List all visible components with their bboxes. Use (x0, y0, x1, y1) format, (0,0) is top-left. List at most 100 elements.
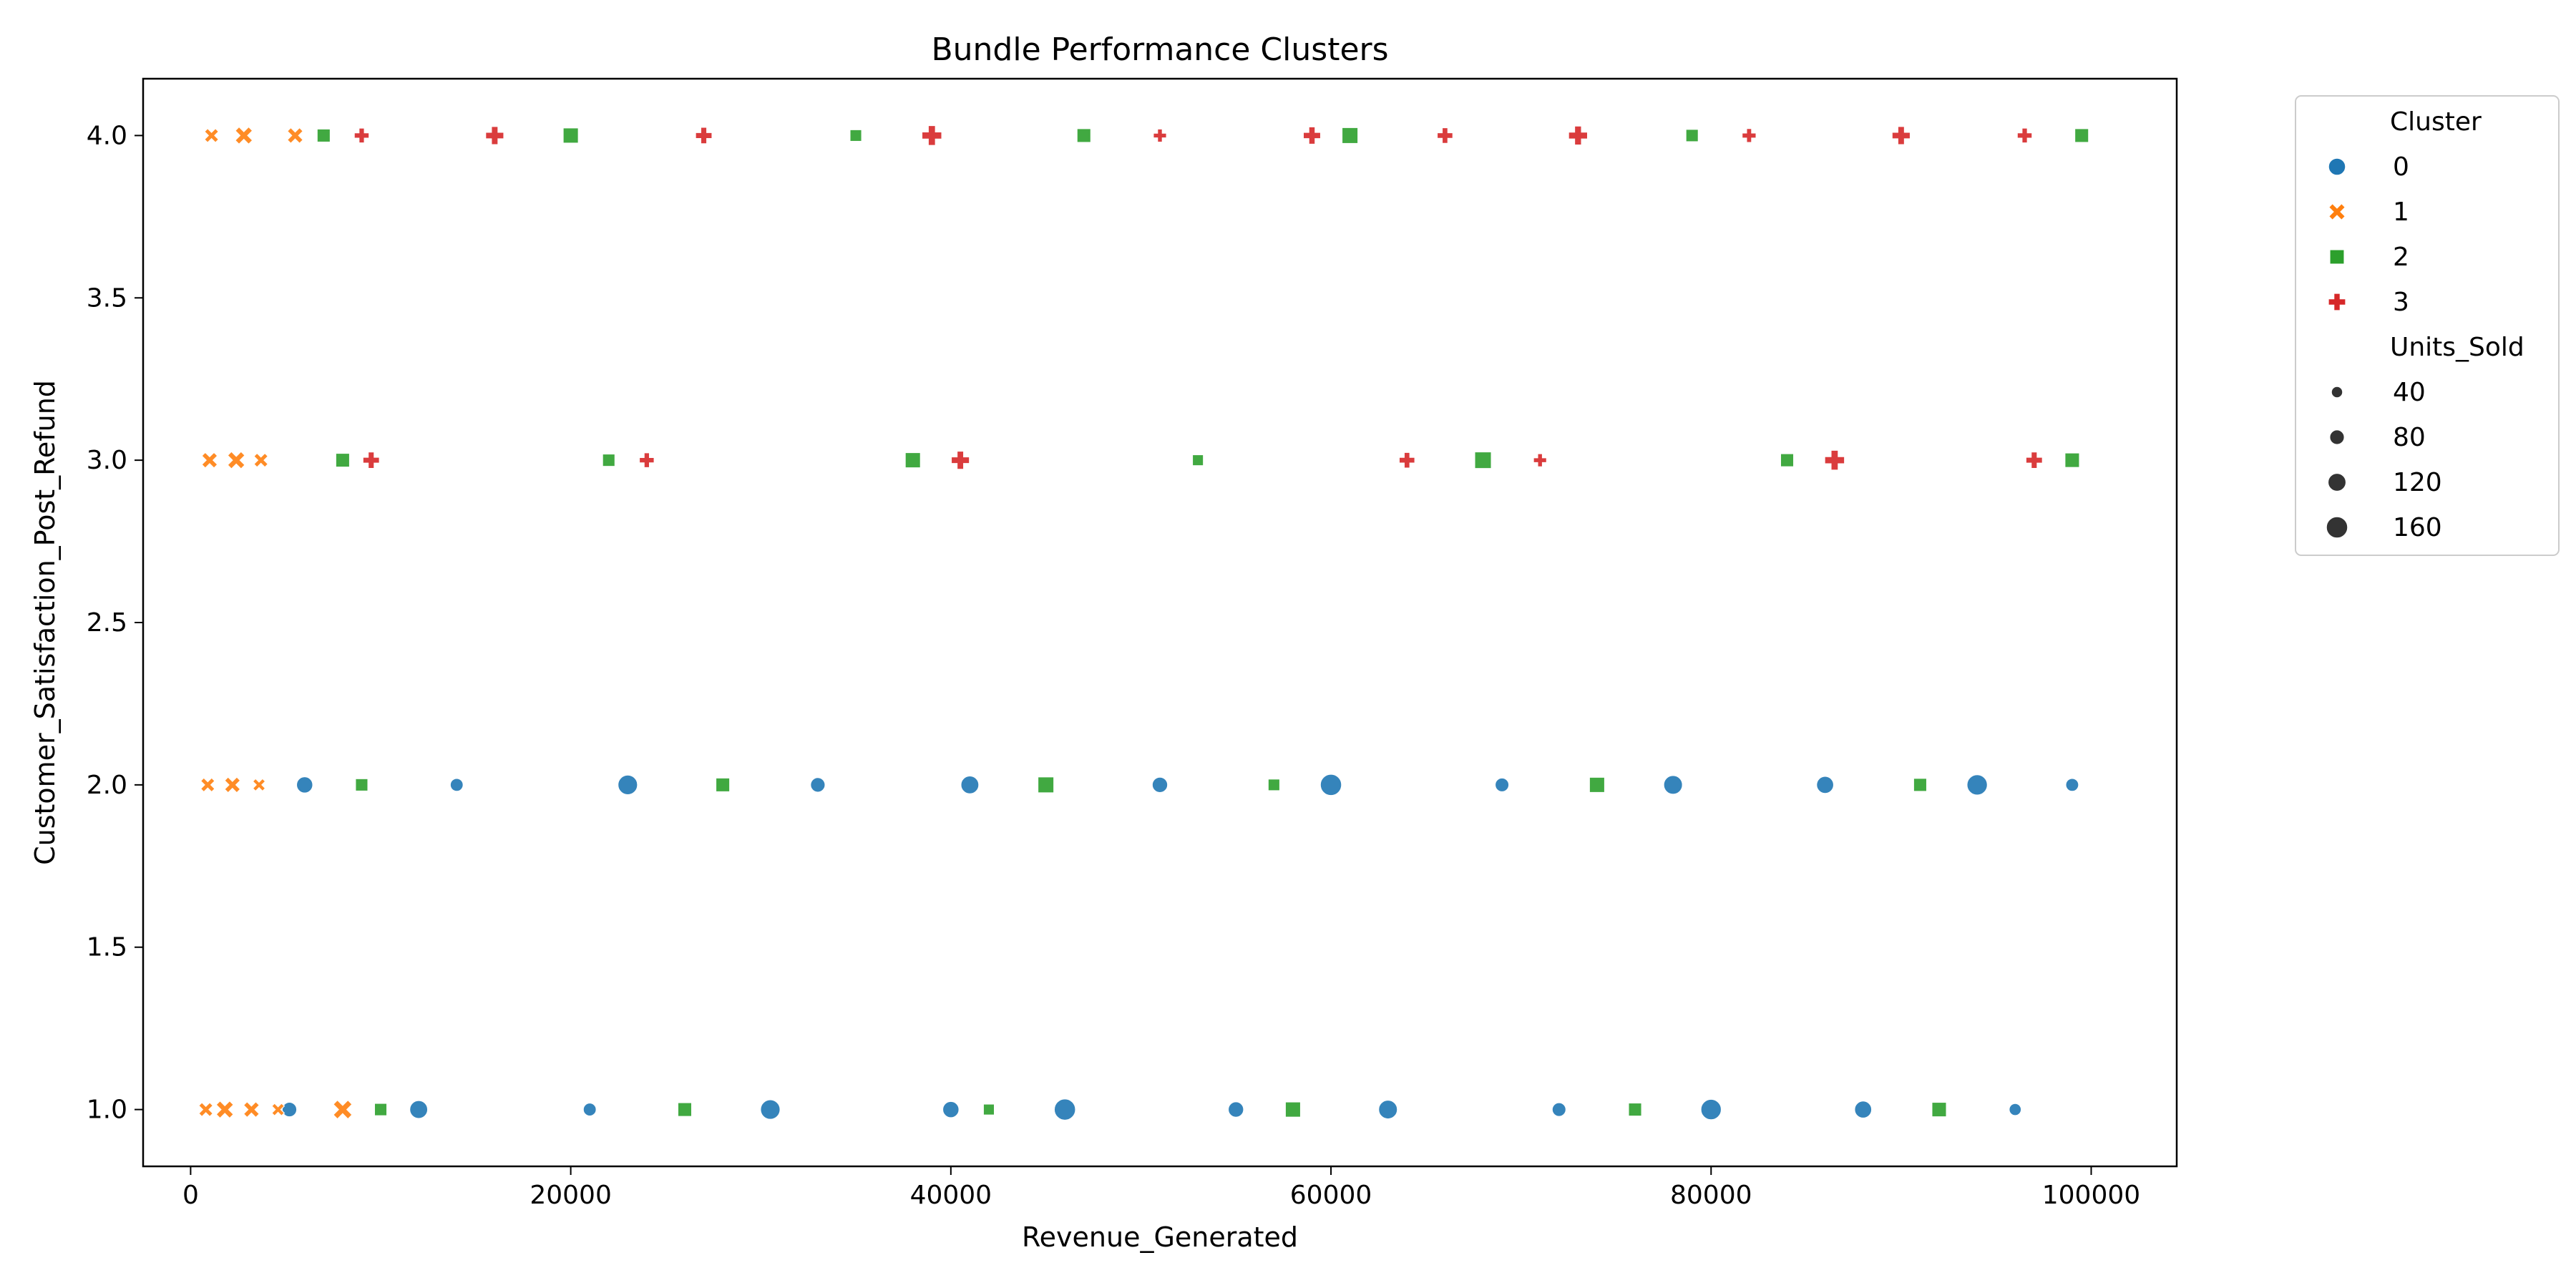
data-marks (197, 125, 2089, 1121)
data-point-cluster-0 (2008, 1103, 2022, 1116)
data-point-cluster-0 (809, 776, 826, 793)
data-point-cluster-0 (1815, 776, 1835, 794)
data-point-cluster-2 (316, 128, 331, 143)
data-point-cluster-2 (1780, 453, 1795, 468)
data-point-cluster-1 (332, 1099, 353, 1120)
data-point-cluster-0 (1151, 776, 1169, 794)
plot-frame (142, 77, 2178, 1168)
data-point-cluster-2 (602, 453, 616, 467)
y-tick-label: 3.0 (87, 446, 127, 475)
data-point-cluster-2 (1037, 776, 1055, 794)
data-point-cluster-0 (942, 1101, 960, 1118)
legend-size-label-120: 120 (2393, 468, 2442, 497)
data-point-cluster-1 (197, 1101, 214, 1118)
data-point-cluster-1 (200, 777, 215, 793)
y-axis-label: Customer_Satisfaction_Post_Refund (29, 380, 61, 865)
data-point-cluster-0 (1377, 1099, 1398, 1120)
data-point-cluster-3 (485, 126, 504, 145)
data-point-cluster-3 (1436, 127, 1453, 144)
y-tick-label: 2.0 (87, 771, 127, 800)
data-point-cluster-3 (950, 450, 970, 470)
x-tick-label: 100000 (2042, 1181, 2140, 1210)
legend-size-marker-40 (2331, 386, 2343, 399)
x-tick-label: 40000 (910, 1181, 992, 1210)
legend-size-label-80: 80 (2393, 423, 2426, 452)
data-point-cluster-1 (271, 1103, 286, 1117)
data-point-cluster-0 (1551, 1102, 1567, 1118)
legend-label-cluster-1: 1 (2393, 197, 2409, 227)
legend-size-marker-160 (2326, 516, 2348, 539)
legend-label-cluster-2: 2 (2393, 243, 2409, 272)
data-point-cluster-0 (1853, 1100, 1873, 1119)
data-point-cluster-3 (2025, 452, 2043, 469)
data-point-cluster-2 (1267, 778, 1281, 791)
data-point-cluster-1 (253, 452, 269, 468)
y-tick-label: 2.5 (87, 608, 127, 638)
legend-marker-cluster-1 (2328, 203, 2346, 221)
data-point-cluster-2 (335, 452, 351, 468)
x-tick-label: 0 (182, 1181, 199, 1210)
data-point-cluster-2 (1913, 777, 1928, 792)
data-point-cluster-0 (1227, 1101, 1244, 1118)
legend-marker-cluster-3 (2328, 293, 2346, 311)
x-tick-label: 20000 (530, 1181, 612, 1210)
data-point-cluster-2 (374, 1103, 388, 1117)
data-point-cluster-0 (1663, 774, 1684, 795)
legend-marker-cluster-2 (2329, 249, 2345, 265)
data-point-cluster-2 (982, 1103, 995, 1116)
data-point-cluster-3 (1153, 128, 1167, 143)
data-point-cluster-0 (2064, 777, 2079, 792)
data-point-cluster-2 (354, 778, 369, 792)
data-point-cluster-3 (1891, 126, 1911, 145)
data-point-cluster-0 (617, 774, 638, 796)
x-tick-label: 80000 (1670, 1181, 1752, 1210)
data-point-cluster-2 (1685, 128, 1699, 142)
data-point-cluster-3 (362, 452, 380, 469)
legend-marker-cluster-0 (2328, 157, 2346, 176)
data-point-cluster-2 (1589, 776, 1606, 794)
legend-hue-title: Cluster (2390, 107, 2482, 137)
data-point-cluster-3 (353, 127, 370, 144)
data-point-cluster-2 (1627, 1102, 1643, 1117)
data-point-cluster-2 (2064, 452, 2080, 469)
data-point-cluster-2 (1474, 451, 1493, 469)
legend-size-label-160: 160 (2393, 513, 2442, 542)
data-point-cluster-1 (227, 451, 246, 470)
data-point-cluster-2 (1191, 454, 1204, 467)
legend-size-label-40: 40 (2393, 378, 2426, 407)
data-point-cluster-1 (224, 776, 241, 794)
y-tick-label: 3.5 (87, 283, 127, 313)
data-point-cluster-2 (715, 777, 731, 793)
data-point-cluster-1 (201, 452, 218, 469)
data-point-cluster-0 (1319, 774, 1342, 796)
legend-label-cluster-0: 0 (2393, 152, 2409, 182)
y-tick-label: 1.0 (87, 1096, 127, 1125)
data-point-cluster-2 (562, 127, 580, 144)
data-point-cluster-3 (1742, 128, 1757, 143)
x-axis-label: Revenue_Generated (1022, 1221, 1298, 1253)
legend-size-title: Units_Sold (2390, 333, 2524, 362)
data-point-cluster-2 (1341, 127, 1359, 145)
legend-size-marker-80 (2328, 429, 2346, 446)
data-point-cluster-2 (1284, 1101, 1302, 1118)
data-point-cluster-3 (1302, 126, 1322, 145)
data-point-cluster-0 (296, 776, 314, 794)
data-point-cluster-0 (281, 1101, 298, 1118)
data-point-cluster-0 (582, 1102, 597, 1117)
y-tick-label: 1.5 (87, 933, 127, 962)
data-point-cluster-0 (1966, 774, 1989, 796)
y-tick-label: 4.0 (87, 121, 127, 150)
y-axis: 1.0 1.5 2.0 2.5 3.0 3.5 4.0 (87, 121, 143, 1125)
x-axis: 0 20000 40000 60000 80000 100000 (182, 1166, 2140, 1210)
data-point-cluster-2 (1931, 1101, 1948, 1118)
data-point-cluster-3 (1568, 125, 1589, 146)
data-point-cluster-1 (252, 778, 266, 792)
data-point-cluster-0 (1053, 1098, 1076, 1121)
data-point-cluster-0 (960, 775, 980, 795)
x-tick-label: 60000 (1290, 1181, 1372, 1210)
legend-size-marker-120 (2327, 472, 2347, 492)
data-point-cluster-1 (243, 1101, 260, 1118)
legend-label-cluster-3: 3 (2393, 288, 2409, 317)
data-point-cluster-2 (849, 129, 863, 142)
